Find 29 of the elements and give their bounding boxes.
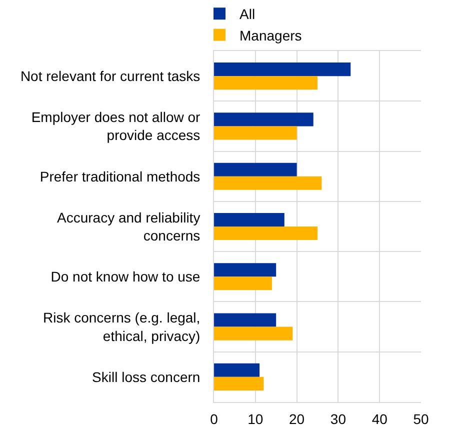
x-tick-label: 30: [330, 410, 346, 427]
y-tick-label: Not relevant for current tasks: [20, 68, 200, 84]
y-tick-label: Employer does not allow or provide access: [31, 109, 201, 144]
y-tick-label: Risk concerns (e.g. legal, ethical, privacy): [43, 310, 200, 344]
bar: [214, 363, 260, 377]
y-tick-label: Skill loss concern: [92, 368, 200, 385]
bar: [214, 313, 276, 327]
bar: [214, 276, 272, 290]
bar: [214, 162, 297, 176]
bar: [214, 263, 276, 277]
y-tick-label: Prefer traditional methods: [40, 168, 200, 184]
bar: [214, 76, 318, 90]
bar: [214, 62, 351, 76]
x-tick-label: 10: [248, 410, 264, 427]
y-tick-label: Accuracy and reliability concerns: [57, 209, 200, 244]
legend-label: All: [240, 6, 256, 22]
bar: [214, 212, 284, 226]
bar: [214, 176, 322, 190]
x-tick-label: 40: [372, 410, 388, 427]
bar: [214, 226, 318, 240]
bar: [214, 326, 293, 340]
x-tick-label: 0: [210, 410, 218, 427]
bar: [214, 126, 297, 140]
legend-label: Managers: [240, 27, 302, 44]
x-tick-label: 20: [289, 410, 305, 427]
bar: [214, 376, 264, 390]
x-tick-label: 50: [413, 410, 429, 427]
y-tick-label: Do not know how to use: [50, 268, 200, 285]
bar: [214, 112, 314, 126]
